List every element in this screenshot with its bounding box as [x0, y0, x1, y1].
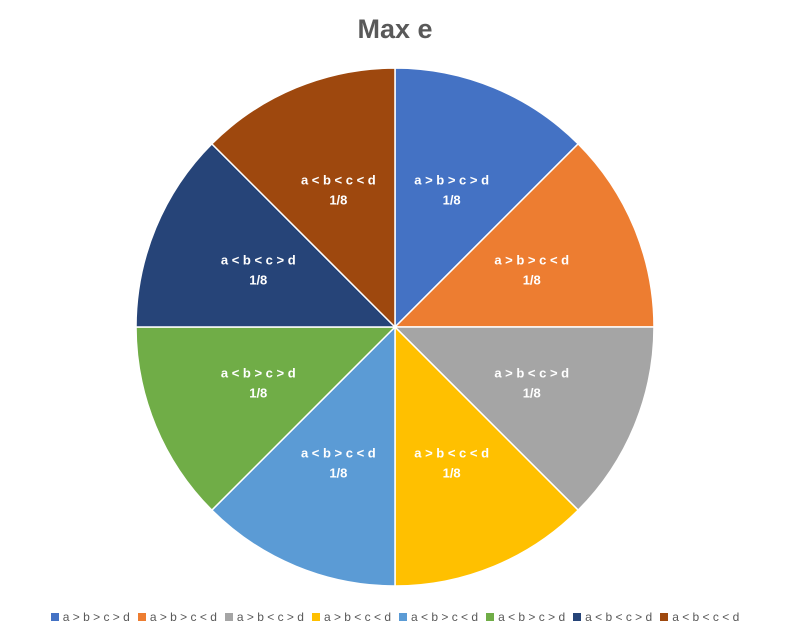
- slice-category-label: a < b < c > d: [221, 252, 296, 267]
- slice-category-label: a > b < c > d: [494, 366, 569, 381]
- slice-category-label: a < b > c > d: [221, 366, 296, 381]
- legend-swatch: [50, 613, 59, 621]
- chart-title: Max e: [357, 14, 433, 44]
- legend-item-2: a > b > c < d: [137, 610, 217, 624]
- pie-slice-2: [393, 142, 655, 328]
- pie-slice-4: [394, 325, 580, 587]
- legend-label: a < b < c > d: [585, 610, 653, 624]
- legend-swatch: [399, 613, 407, 621]
- pie-slice-1: [394, 67, 580, 329]
- slice-category-label: a < b > c < d: [301, 446, 376, 461]
- slice-category-label: a > b > c > d: [414, 172, 489, 187]
- legend-swatch: [311, 613, 320, 621]
- legend-swatch: [224, 613, 233, 621]
- legend-swatch: [137, 613, 146, 621]
- pie-slice-8: [210, 67, 396, 329]
- pie-slice-7: [135, 142, 397, 328]
- slice-category-label: a > b > c < d: [494, 252, 569, 267]
- slice-value-label: 1/8: [443, 192, 461, 207]
- slice-value-label: 1/8: [249, 272, 267, 287]
- legend-swatch: [486, 613, 495, 621]
- slice-value-label: 1/8: [329, 192, 347, 207]
- legend-label: a < b > c > d: [498, 610, 566, 624]
- legend-item-5: a < b > c < d: [399, 610, 478, 624]
- pie-slice-5: [210, 325, 396, 587]
- legend-label: a > b < c < d: [323, 610, 391, 624]
- legend-label: a > b < c > d: [236, 610, 304, 624]
- legend-item-6: a < b > c > d: [486, 610, 565, 624]
- legend-label: a > b > c < d: [149, 610, 217, 624]
- legend-item-7: a < b < c > d: [573, 610, 652, 624]
- legend-item-1: a > b > c > d: [50, 610, 130, 624]
- legend-label: a > b > c > d: [62, 610, 130, 624]
- slice-value-label: 1/8: [249, 386, 267, 401]
- slice-category-label: a > b < c < d: [414, 446, 489, 461]
- pie-slice-3: [393, 326, 655, 512]
- legend: a > b > c > d a > b > c < d a > b < c > d a…: [0, 610, 790, 624]
- slice-value-label: 1/8: [329, 466, 347, 481]
- legend-item-4: a > b < c < d: [311, 610, 391, 624]
- slice-value-label: 1/8: [443, 466, 461, 481]
- slice-value-label: 1/8: [523, 272, 541, 287]
- legend-label: a < b > c < d: [411, 610, 479, 624]
- slice-category-label: a < b < c < d: [301, 172, 376, 187]
- legend-swatch: [573, 613, 582, 621]
- slice-value-label: 1/8: [523, 386, 541, 401]
- legend-label: a < b < c < d: [672, 610, 740, 624]
- legend-item-3: a > b < c > d: [224, 610, 304, 624]
- legend-swatch: [660, 613, 669, 621]
- pie-slice-6: [135, 326, 397, 512]
- legend-item-8: a < b < c < d: [660, 610, 739, 624]
